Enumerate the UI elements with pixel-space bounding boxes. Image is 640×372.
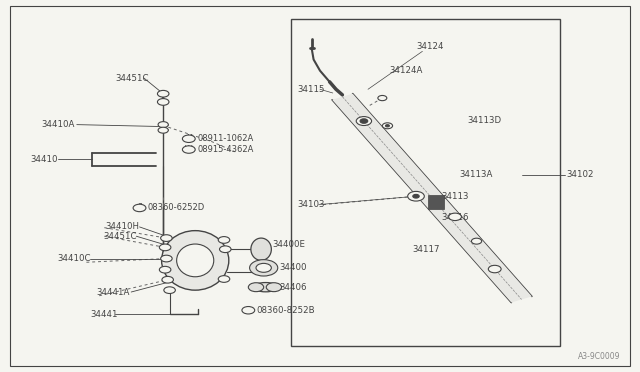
Circle shape: [159, 244, 171, 251]
Circle shape: [250, 260, 278, 276]
Text: 08911-1062A: 08911-1062A: [197, 134, 253, 143]
Bar: [428, 195, 444, 209]
Circle shape: [157, 90, 169, 97]
Text: 34117: 34117: [413, 245, 440, 254]
Circle shape: [266, 283, 282, 292]
Circle shape: [164, 287, 175, 294]
Ellipse shape: [177, 244, 214, 277]
Text: 34113A: 34113A: [460, 170, 493, 179]
Circle shape: [408, 191, 424, 201]
Text: 34102: 34102: [566, 170, 594, 179]
Text: 34410C: 34410C: [58, 254, 91, 263]
Text: 34113D: 34113D: [467, 116, 501, 125]
Text: 34400: 34400: [280, 263, 307, 272]
Circle shape: [158, 127, 168, 133]
Circle shape: [242, 307, 255, 314]
Circle shape: [157, 99, 169, 105]
Circle shape: [449, 213, 461, 221]
Text: 34441A: 34441A: [96, 288, 129, 296]
Circle shape: [488, 265, 501, 273]
Ellipse shape: [253, 283, 278, 292]
Text: S: S: [137, 203, 142, 212]
Circle shape: [158, 122, 168, 128]
Circle shape: [182, 146, 195, 153]
Text: 34124A: 34124A: [389, 66, 422, 75]
Text: 34451C: 34451C: [104, 232, 137, 241]
Text: 34441: 34441: [91, 310, 118, 319]
Text: 34124: 34124: [416, 42, 444, 51]
Circle shape: [161, 255, 172, 262]
Circle shape: [159, 266, 171, 273]
Text: A3-9C0009: A3-9C0009: [579, 352, 621, 361]
Circle shape: [220, 246, 231, 253]
Circle shape: [248, 283, 264, 292]
Circle shape: [133, 204, 146, 212]
Circle shape: [382, 123, 392, 129]
Circle shape: [218, 276, 230, 282]
Text: W: W: [185, 145, 193, 154]
Text: 34113: 34113: [442, 192, 469, 201]
Circle shape: [256, 263, 271, 272]
Text: 08360-8252B: 08360-8252B: [256, 306, 315, 315]
Bar: [291, 19, 560, 346]
Circle shape: [360, 119, 368, 123]
Text: N: N: [186, 134, 191, 143]
Text: 34103: 34103: [297, 200, 324, 209]
Text: 34115: 34115: [297, 85, 324, 94]
Circle shape: [472, 238, 482, 244]
Polygon shape: [332, 94, 532, 302]
Circle shape: [162, 276, 173, 283]
Text: 34451C: 34451C: [115, 74, 148, 83]
Circle shape: [378, 96, 387, 101]
Text: 34400E: 34400E: [272, 240, 305, 249]
Text: 34406: 34406: [280, 283, 307, 292]
Ellipse shape: [161, 231, 229, 290]
Ellipse shape: [251, 238, 271, 260]
Circle shape: [218, 237, 230, 243]
Text: 34410A: 34410A: [42, 120, 75, 129]
Circle shape: [385, 125, 389, 127]
Circle shape: [413, 194, 419, 198]
Text: 08360-6252D: 08360-6252D: [148, 203, 205, 212]
Text: 34410H: 34410H: [106, 222, 140, 231]
Text: 34116: 34116: [442, 213, 469, 222]
Circle shape: [182, 135, 195, 142]
Circle shape: [356, 116, 372, 125]
Text: S: S: [246, 306, 251, 315]
Circle shape: [161, 235, 172, 241]
Text: 08915-4362A: 08915-4362A: [197, 145, 253, 154]
Text: 34410: 34410: [31, 155, 58, 164]
